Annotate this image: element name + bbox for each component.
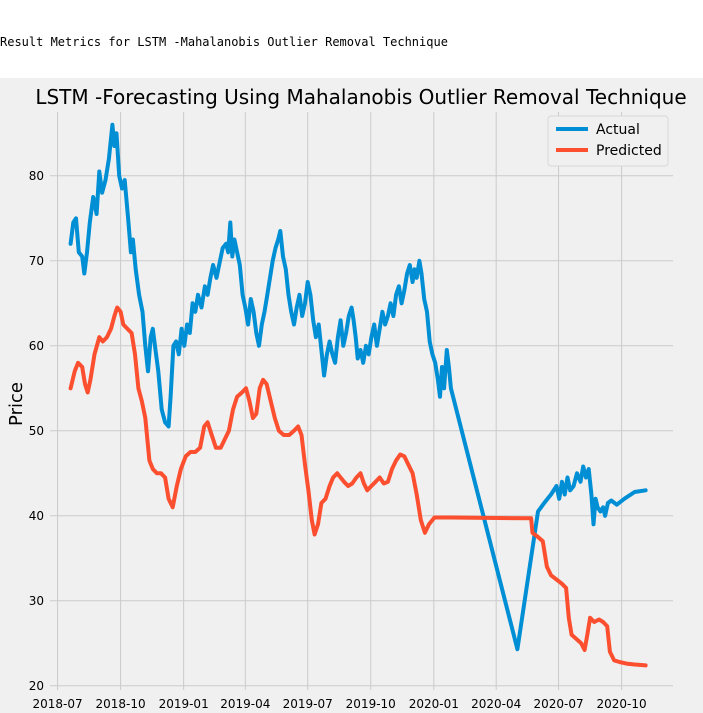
y-tick-label: 70 bbox=[29, 254, 44, 268]
y-tick-label: 40 bbox=[29, 509, 44, 523]
legend-label-predicted: Predicted bbox=[596, 143, 662, 159]
legend-label-actual: Actual bbox=[596, 122, 640, 138]
series-line-actual bbox=[68, 122, 648, 652]
y-tick-label: 50 bbox=[29, 424, 44, 438]
series-lines bbox=[68, 122, 648, 668]
x-tick-label: 2018-07 bbox=[32, 697, 82, 711]
x-tick-label: 2020-10 bbox=[597, 697, 647, 711]
chart-title: LSTM -Forecasting Using Mahalanobis Outl… bbox=[35, 85, 686, 109]
x-tick-label: 2019-07 bbox=[283, 697, 333, 711]
y-tick-label: 80 bbox=[29, 169, 44, 183]
y-axis-label: Price bbox=[6, 382, 27, 426]
x-tick-label: 2019-04 bbox=[220, 697, 270, 711]
x-tick-label: 2020-07 bbox=[533, 697, 583, 711]
x-tick-label: 2018-10 bbox=[96, 697, 146, 711]
grid-lines bbox=[50, 112, 673, 690]
x-tick-label: 2020-04 bbox=[471, 697, 521, 711]
y-tick-label: 20 bbox=[29, 679, 44, 693]
series-line-predicted bbox=[68, 305, 648, 668]
y-tick-label: 30 bbox=[29, 594, 44, 608]
x-tick-label: 2019-10 bbox=[346, 697, 396, 711]
legend: Actual Predicted bbox=[547, 115, 669, 167]
y-axis-ticks: 20 30 40 50 60 70 80 bbox=[29, 169, 44, 693]
x-tick-label: 2019-01 bbox=[159, 697, 209, 711]
x-tick-label: 2020-01 bbox=[409, 697, 459, 711]
x-axis-ticks: 2018-07 2018-10 2019-01 2019-04 2019-07 2019-… bbox=[32, 697, 646, 711]
plot-area bbox=[50, 112, 673, 690]
metrics-heading: Result Metrics for LSTM -Mahalanobis Out… bbox=[0, 35, 448, 49]
y-tick-label: 60 bbox=[29, 339, 44, 353]
